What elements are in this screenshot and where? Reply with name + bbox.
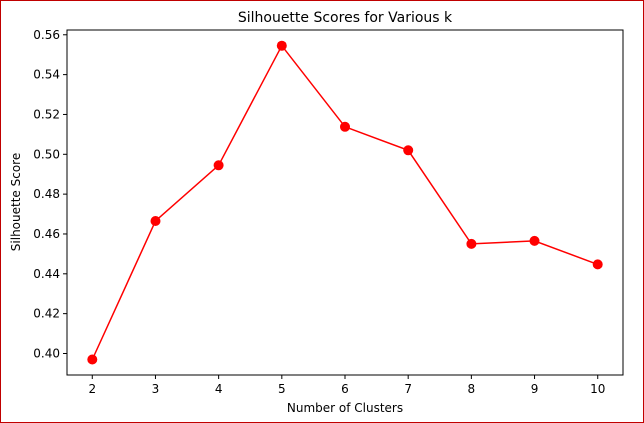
series-line bbox=[91, 44, 598, 360]
data-point-k4 bbox=[213, 160, 224, 171]
x-tick-label: 9 bbox=[531, 382, 539, 396]
x-tick-label: 4 bbox=[215, 382, 223, 396]
plot-area bbox=[66, 29, 624, 376]
y-axis-ticks: 0.40 0.42 0.44 0.46 0.48 0.50 0.52 0.54 0.56 bbox=[33, 28, 67, 360]
x-axis-label: Number of Clusters bbox=[287, 401, 403, 415]
y-tick-label: 0.52 bbox=[33, 107, 60, 121]
x-tick-label: 8 bbox=[468, 382, 476, 396]
y-tick-label: 0.54 bbox=[33, 68, 60, 82]
data-point-k5 bbox=[276, 40, 287, 51]
x-tick-label: 5 bbox=[278, 382, 286, 396]
x-axis-ticks: 2 3 4 5 6 7 8 9 10 bbox=[88, 375, 605, 396]
x-tick-label: 10 bbox=[590, 382, 605, 396]
x-tick-label: 3 bbox=[152, 382, 160, 396]
y-tick-label: 0.40 bbox=[33, 346, 60, 360]
data-point-k2 bbox=[87, 354, 98, 365]
series-points bbox=[87, 40, 603, 365]
y-tick-label: 0.44 bbox=[33, 267, 60, 281]
data-point-k10 bbox=[592, 259, 603, 270]
y-axis-label: Silhouette Score bbox=[9, 153, 23, 251]
data-point-k9 bbox=[529, 235, 540, 246]
y-tick-label: 0.56 bbox=[33, 28, 60, 42]
x-tick-label: 6 bbox=[341, 382, 349, 396]
y-tick-label: 0.42 bbox=[33, 307, 60, 321]
x-tick-label: 2 bbox=[88, 382, 96, 396]
data-point-k7 bbox=[403, 145, 414, 156]
data-point-k3 bbox=[150, 216, 161, 226]
y-tick-label: 0.48 bbox=[33, 187, 60, 201]
y-tick-label: 0.46 bbox=[33, 227, 60, 241]
chart-title: Silhouette Scores for Various k bbox=[238, 10, 453, 26]
y-tick-label: 0.50 bbox=[33, 147, 60, 161]
data-point-k8 bbox=[466, 238, 477, 249]
data-point-k6 bbox=[340, 121, 350, 132]
x-tick-label: 7 bbox=[404, 382, 412, 396]
